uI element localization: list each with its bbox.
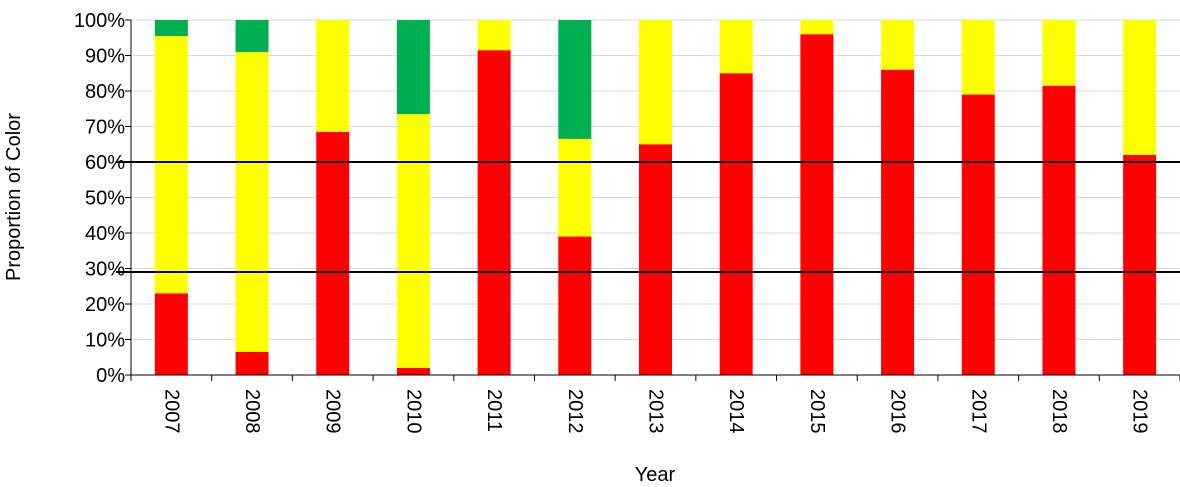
bar-segment — [154, 293, 188, 375]
x-tick-label: 2016 — [887, 389, 909, 434]
bar-segment — [961, 94, 995, 376]
bar-segment — [396, 367, 430, 375]
x-tick-label: 2008 — [241, 389, 263, 434]
reference-lines — [116, 161, 1180, 274]
x-tick-label: 2019 — [1129, 389, 1151, 434]
bar-segment — [800, 20, 834, 35]
y-tick-label: 10% — [85, 330, 125, 352]
x-tick-label: 2009 — [322, 389, 344, 434]
bar-segment — [477, 20, 511, 51]
y-tick-label: 40% — [85, 223, 125, 245]
x-tick-label: 2014 — [725, 389, 747, 434]
axes — [125, 19, 1180, 381]
bar-segment — [558, 138, 592, 237]
y-tick-label: 0% — [96, 365, 125, 387]
y-tick-label: 60% — [85, 152, 125, 174]
bar-segment — [396, 20, 430, 115]
bar-segment — [1042, 20, 1076, 86]
bar-segment — [477, 50, 511, 376]
bar-segment — [154, 20, 188, 36]
bar-segment — [235, 351, 269, 375]
y-tick-label: 20% — [85, 294, 125, 316]
y-tick-label: 30% — [85, 259, 125, 281]
bar-segment — [639, 20, 672, 145]
bar-segment — [154, 35, 188, 294]
y-tick-label: 100% — [74, 10, 125, 32]
x-axis-title: Year — [635, 464, 676, 486]
bar-segment — [1123, 20, 1157, 155]
y-tick-label: 70% — [85, 117, 125, 139]
bar-segment — [639, 144, 672, 375]
y-tick-label: 80% — [85, 81, 125, 103]
bars — [154, 20, 1157, 376]
x-tick-label: 2017 — [967, 389, 989, 434]
x-tick-label: 2013 — [645, 389, 667, 434]
bar-segment — [1123, 154, 1157, 375]
bar-segment — [719, 20, 753, 74]
x-tick-labels: 2007 2008 2009 2010 2011 2012 2013 2014 2015 2016… — [160, 389, 1150, 434]
x-tick-label: 2011 — [483, 389, 505, 432]
y-tick-labels: 0% 10% 20% 30% 40% 50% 60% 70% 80% 90% 100% — [74, 10, 125, 387]
y-axis-title: Proportion of Color — [3, 113, 25, 281]
x-tick-label: 2012 — [564, 389, 586, 434]
y-tick-label: 50% — [85, 188, 125, 210]
bar-segment — [558, 236, 592, 375]
bar-segment — [961, 20, 995, 95]
bar-segment — [800, 34, 834, 375]
x-tick-label: 2010 — [402, 389, 424, 434]
x-tick-label: 2007 — [160, 389, 182, 434]
bar-segment — [558, 20, 592, 139]
bar-segment — [316, 20, 350, 132]
bar-segment — [1042, 85, 1076, 376]
bar-segment — [235, 51, 269, 352]
x-tick-label: 2015 — [806, 389, 828, 434]
bar-segment — [719, 73, 753, 375]
y-tick-label: 90% — [85, 46, 125, 68]
bar-segment — [396, 114, 430, 368]
bar-segment — [316, 131, 350, 375]
bar-segment — [881, 69, 915, 375]
bar-segment — [881, 20, 915, 70]
x-tick-label: 2018 — [1048, 389, 1070, 434]
bar-segment — [235, 20, 269, 52]
